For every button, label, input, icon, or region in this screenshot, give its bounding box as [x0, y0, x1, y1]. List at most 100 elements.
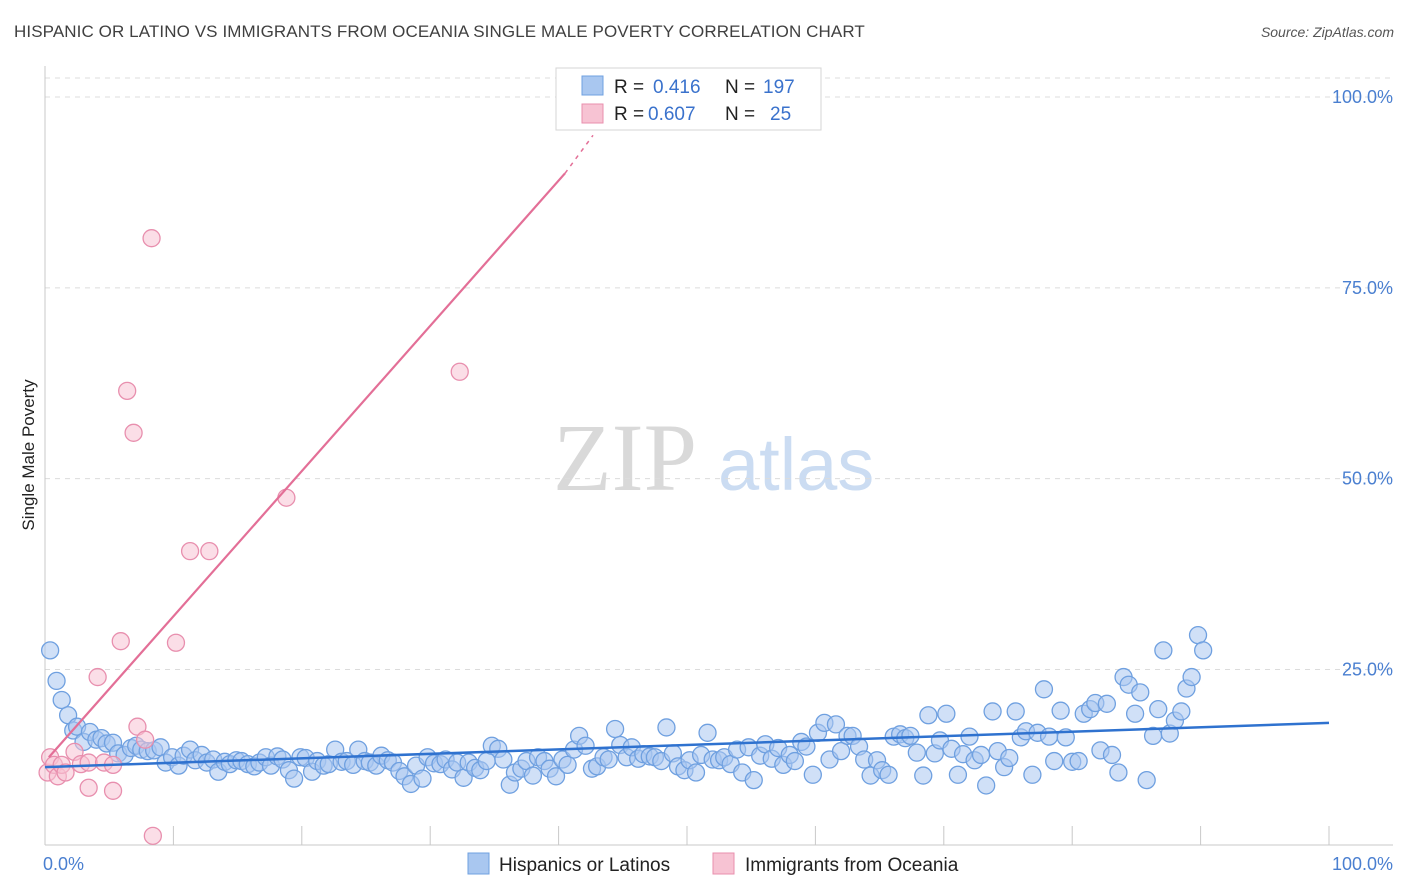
oceania-point-14 — [111, 632, 130, 651]
oceania-point-15 — [118, 381, 137, 401]
y-tick-label-2: 75.0% — [1342, 278, 1393, 298]
hispanic-point-162 — [983, 702, 1002, 721]
oceania-point-22 — [180, 541, 200, 561]
hispanic-point-187 — [1125, 704, 1145, 723]
hispanic-point-149 — [907, 743, 926, 762]
hispanic-point-192 — [1154, 641, 1173, 660]
oceania-point-25 — [450, 362, 469, 381]
trend-line-oceania — [48, 172, 566, 758]
axes — [44, 66, 1393, 846]
x-tick-label-0: 0.0% — [43, 854, 84, 874]
x-tick-label-1: 100.0% — [1332, 854, 1393, 874]
correlation-legend: R = 0.416 N = 197 R = 0.607 N = 25 — [555, 67, 822, 131]
hispanic-point-113 — [698, 723, 717, 742]
legend-r-value-1: 0.416 — [653, 77, 701, 98]
hispanic-point-89 — [558, 755, 577, 775]
legend-r-label-1: R = — [614, 77, 644, 98]
trend-lines — [44, 134, 1330, 769]
hispanic-point-92 — [576, 736, 595, 755]
oceania-point-13 — [103, 781, 123, 800]
hispanic-point-1 — [47, 671, 66, 691]
hispanic-point-128 — [785, 751, 805, 771]
hispanic-point-191 — [1149, 699, 1168, 719]
x-tick-labels: 0.0% 100.0% — [43, 854, 1393, 874]
hispanic-point-151 — [919, 706, 938, 725]
oceania-point-19 — [142, 229, 161, 248]
y-tick-label-0: 25.0% — [1342, 659, 1393, 679]
hispanic-point-197 — [1182, 667, 1201, 687]
legend-r-label-2: R = — [614, 104, 644, 125]
hispanic-point-96 — [599, 750, 618, 769]
hispanic-point-131 — [803, 765, 822, 784]
bottom-legend-swatch-pink — [712, 852, 735, 875]
series-legend: Hispanics or Latinos Immigrants from Oce… — [467, 852, 959, 876]
oceania-point-18 — [136, 730, 155, 749]
hispanic-point-171 — [1034, 680, 1054, 699]
bottom-legend-swatch-blue — [467, 852, 490, 875]
gridlines — [45, 77, 1393, 670]
hispanic-point-87 — [546, 767, 566, 786]
oceania-point-10 — [88, 667, 107, 687]
legend-swatch-pink — [581, 103, 604, 124]
hispanic-point-174 — [1051, 701, 1070, 720]
hispanic-point-199 — [1194, 641, 1213, 660]
hispanic-point-172 — [1039, 727, 1059, 746]
hispanic-point-136 — [831, 741, 851, 761]
legend-r-value-2: 0.607 — [648, 104, 696, 125]
hispanic-point-106 — [657, 718, 676, 737]
hispanic-point-2 — [52, 690, 71, 710]
legend-n-value-2: 25 — [770, 104, 791, 125]
hispanic-point-135 — [826, 715, 846, 734]
hispanic-point-97 — [605, 719, 625, 739]
hispanic-point-177 — [1069, 751, 1088, 771]
oceania-point-23 — [200, 541, 219, 561]
legend-n-label-1: N = — [725, 77, 755, 98]
hispanic-point-169 — [1023, 765, 1042, 784]
bottom-legend-label-pink: Immigrants from Oceania — [745, 855, 959, 876]
oceania-point-9 — [79, 778, 98, 797]
oceania-point-21 — [166, 633, 186, 652]
hispanic-point-0 — [40, 641, 60, 660]
series-oceania-points — [38, 229, 469, 845]
hispanic-point-154 — [937, 704, 956, 723]
hispanic-point-195 — [1172, 702, 1191, 721]
legend-swatch-blue — [581, 75, 604, 96]
hispanic-point-165 — [1000, 748, 1019, 768]
y-tick-labels: 25.0% 50.0% 75.0% 100.0% — [1332, 87, 1393, 679]
hispanic-point-144 — [879, 765, 898, 784]
hispanic-point-42 — [284, 769, 304, 788]
oceania-point-5 — [56, 763, 75, 782]
hispanic-point-189 — [1137, 770, 1156, 790]
hispanic-point-83 — [523, 766, 543, 785]
hispanic-point-198 — [1188, 625, 1208, 645]
y-axis-label: Single Male Poverty — [19, 379, 38, 531]
hispanic-point-173 — [1045, 751, 1064, 771]
hispanic-point-183 — [1102, 745, 1122, 765]
series-hispanics-points — [40, 625, 1213, 795]
hispanic-point-160 — [971, 745, 991, 765]
y-tick-label-1: 50.0% — [1342, 469, 1393, 489]
legend-n-label-2: N = — [725, 104, 755, 125]
legend-n-value-1: 197 — [763, 77, 795, 98]
hispanic-point-150 — [914, 766, 933, 785]
bottom-legend-label-blue: Hispanics or Latinos — [499, 855, 670, 876]
hispanic-point-161 — [977, 776, 996, 795]
hispanic-point-111 — [686, 763, 706, 782]
oceania-point-24 — [277, 488, 296, 507]
hispanic-point-121 — [744, 770, 763, 790]
hispanic-point-188 — [1131, 683, 1150, 702]
hispanic-point-148 — [901, 726, 920, 746]
hispanic-point-182 — [1097, 694, 1117, 713]
hispanic-point-166 — [1006, 702, 1025, 721]
trend-line-oceania-extension — [564, 134, 594, 174]
trend-line-hispanics — [44, 721, 1330, 769]
y-tick-label-3: 100.0% — [1332, 87, 1393, 107]
oceania-point-8 — [79, 753, 98, 772]
watermark-zip: ZIP — [553, 404, 697, 511]
oceania-point-16 — [124, 423, 143, 442]
oceania-point-20 — [143, 826, 163, 845]
hispanic-point-156 — [948, 765, 968, 784]
hispanic-point-184 — [1109, 763, 1128, 782]
source-credit: Source: ZipAtlas.com — [1260, 24, 1394, 40]
